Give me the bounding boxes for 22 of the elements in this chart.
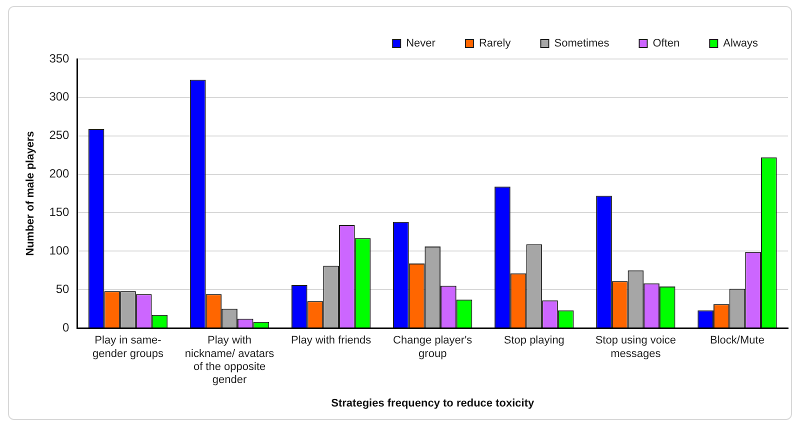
y-tick-label: 150 xyxy=(49,205,70,220)
x-tick-label: Stop playing xyxy=(504,334,564,347)
y-tick-label: 250 xyxy=(49,128,70,142)
x-tick-label: Change player's group xyxy=(393,334,473,360)
legend-label: Always xyxy=(723,38,758,50)
y-tick-label: 100 xyxy=(49,243,70,258)
y-tick-label: 300 xyxy=(49,90,70,104)
legend-label: Often xyxy=(652,38,680,50)
legend-label: Sometimes xyxy=(554,38,610,50)
x-tick-label: Block/Mute xyxy=(710,334,764,347)
y-tick-label: 50 xyxy=(56,282,70,296)
x-axis-title: Strategies frequency to reduce toxicity xyxy=(331,397,535,410)
x-tick-label: Play in same-gender groups xyxy=(92,334,164,360)
x-tick-label: Play with nickname/ avatars of the opposite gender xyxy=(184,334,275,386)
legend-label: Never xyxy=(406,38,436,50)
y-axis-title: Number of male players xyxy=(24,131,37,256)
y-tick-label: 0 xyxy=(62,320,70,334)
y-tick-label: 200 xyxy=(49,166,70,181)
y-tick-label: 350 xyxy=(49,51,70,66)
legend-label: Rarely xyxy=(478,38,512,50)
x-tick-label: Play with friends xyxy=(291,334,372,347)
x-tick-label: Stop using voice messages xyxy=(595,334,676,360)
